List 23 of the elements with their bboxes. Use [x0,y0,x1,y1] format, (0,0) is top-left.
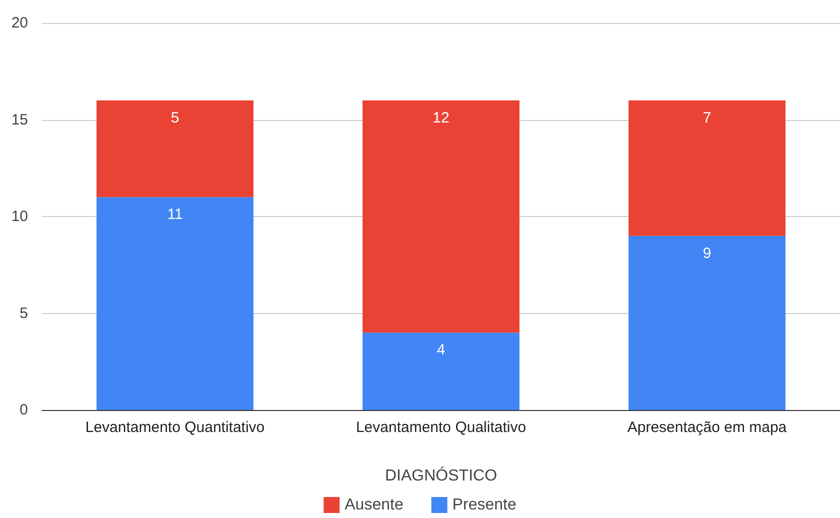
data-label: 11 [167,206,183,224]
data-label: 4 [436,342,446,359]
y-tick-label: 0 [20,402,28,418]
y-tick-label: 10 [11,208,28,225]
data-label: 12 [432,109,450,126]
y-tick-label: 20 [11,14,28,32]
bar [362,100,520,333]
legend-label: Presente [452,496,516,514]
bar [96,197,254,410]
data-label: 7 [702,109,712,126]
bar [362,332,520,410]
x-tick-label: Levantamento Quantitativo [85,419,265,436]
x-tick-label: Levantamento Qualitativo [356,419,526,436]
bar [628,100,786,236]
data-label: 5 [170,109,180,126]
y-tick-label: 15 [11,111,28,128]
x-axis-title: DIAGNÓSTICO [384,466,498,484]
y-tick-label: 5 [20,304,28,322]
bar [96,100,254,198]
data-label: 9 [702,244,712,262]
x-tick-label: Apresentação em mapa [627,419,788,436]
legend-label: Ausente [344,496,404,514]
bar [628,236,786,410]
